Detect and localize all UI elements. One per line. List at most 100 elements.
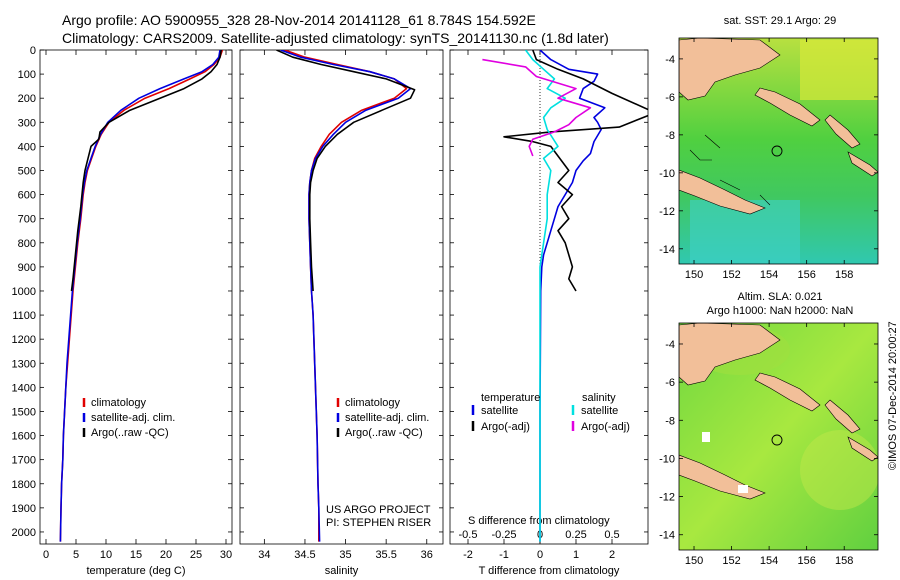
y-tick-label: 1300: [12, 358, 36, 370]
x-axis-label: temperature (deg C): [86, 565, 185, 577]
series-line: [59, 50, 224, 542]
legend-climatology-label: climatology: [345, 397, 401, 409]
y-tick-label: 1800: [12, 479, 36, 491]
x-tick-label: 2: [609, 549, 615, 561]
sst-map: [679, 38, 878, 264]
x-tick-label: 5: [73, 549, 79, 561]
series-line: [503, 50, 648, 292]
x-tick-label: 1: [573, 549, 579, 561]
lat-tick-label: -10: [659, 168, 675, 180]
lat-tick-label: -14: [659, 530, 675, 542]
legend-s-argo-label: Argo(-adj): [581, 421, 630, 433]
legend-temperature-heading: temperature: [481, 392, 540, 404]
y-tick-label: 2000: [12, 527, 36, 539]
legend-climatology-label: climatology: [91, 397, 147, 409]
x-tick-label: 0: [537, 549, 543, 561]
legend-difference: temperature salinity satellite Argo(-adj…: [471, 392, 630, 433]
lon-tick-label: 152: [722, 269, 740, 281]
y-tick-label: 700: [18, 214, 36, 226]
legend-temperature: climatology satellite-adj. clim. Argo(..…: [82, 397, 175, 439]
x-tick-label: 25: [190, 549, 202, 561]
series-group: [482, 50, 648, 542]
s-tick-label: 0.25: [565, 529, 586, 541]
lon-tick-label: 152: [722, 555, 740, 567]
lat-tick-label: -10: [659, 453, 675, 465]
series-line: [280, 50, 412, 542]
series-line: [59, 50, 221, 542]
x-tick-label: 15: [130, 549, 142, 561]
x-tick-label: 34: [258, 549, 270, 561]
legend-t-argo-label: Argo(-adj): [481, 421, 530, 433]
legend-salinity: climatology satellite-adj. clim. Argo(..…: [336, 397, 429, 439]
legend-t-satellite-label: satellite: [481, 405, 518, 417]
y-tick-label: 0: [30, 45, 36, 57]
lat-tick-label: -6: [665, 92, 675, 104]
x-tick-label: -1: [499, 549, 509, 561]
lon-tick-label: 156: [797, 269, 815, 281]
y-tick-label: 1000: [12, 286, 36, 298]
lon-tick-label: 154: [760, 555, 778, 567]
panel-frame: [239, 49, 444, 545]
panel-3: -2 -1 0 1 2-0.5 -0.25 0 0.25 0.5S difference fro…: [449, 49, 649, 577]
new-britain-land: [754, 87, 821, 127]
series-group: [276, 50, 416, 542]
series-line: [284, 50, 408, 542]
lat-tick-label: -14: [659, 244, 675, 256]
panel-frame: [449, 49, 649, 545]
series-group: [59, 50, 224, 542]
sla-map-frame: [678, 322, 879, 551]
lat-tick-label: -12: [659, 492, 675, 504]
y-tick-label: 500: [18, 165, 36, 177]
title-line-1: Argo profile: AO 5900955_328 28-Nov-2014…: [62, 12, 536, 28]
sst-map-title: sat. SST: 29.1 Argo: 29: [723, 15, 837, 27]
series-line: [276, 50, 416, 292]
x-tick-label: -2: [463, 549, 473, 561]
lon-tick-label: 158: [835, 555, 853, 567]
y-tick-label: 1400: [12, 382, 36, 394]
lat-tick-label: -12: [659, 206, 675, 218]
y-tick-label: 1600: [12, 431, 36, 443]
x-tick-label: 10: [100, 549, 112, 561]
y-tick-label: 1200: [12, 334, 36, 346]
s-tick-label: -0.25: [491, 529, 516, 541]
sla-map: [679, 323, 878, 550]
y-tick-label: 300: [18, 117, 36, 129]
lat-tick-label: -8: [665, 415, 675, 427]
x-tick-label: 0: [43, 549, 49, 561]
s-tick-label: 0.5: [604, 529, 619, 541]
x-tick-label: 36: [421, 549, 433, 561]
sst-map-frame: [678, 37, 879, 265]
y-tick-label: 900: [18, 262, 36, 274]
legend-s-satellite-label: satellite: [581, 405, 618, 417]
lat-tick-label: -8: [665, 130, 675, 142]
legend-satellite-label: satellite-adj. clim.: [345, 412, 429, 424]
y-tick-label: 100: [18, 69, 36, 81]
argo-position-marker: [771, 145, 783, 157]
x-tick-label: 30: [220, 549, 232, 561]
legend-argo-label: Argo(..raw -QC): [91, 427, 169, 439]
solomon-land: [847, 151, 878, 177]
s-axis-label: S difference from climatology: [468, 515, 610, 527]
new-guinea-land: [679, 38, 781, 101]
y-tick-label: 200: [18, 93, 36, 105]
legend-satellite-label: satellite-adj. clim.: [91, 412, 175, 424]
y-tick-label: 1500: [12, 406, 36, 418]
lon-tick-label: 154: [760, 269, 778, 281]
title-line-2: Climatology: CARS2009. Satellite-adjuste…: [62, 30, 609, 46]
panel-2: 34 34.5 35 35.5 36 salinity: [239, 49, 444, 577]
s-tick-label: -0.5: [459, 529, 478, 541]
panel-frame: [39, 49, 233, 545]
series-line: [70, 50, 222, 292]
panel-1: 0 5 10 15 20 25 300100200300400500600700800900…: [12, 45, 233, 577]
lat-tick-label: -4: [665, 54, 675, 66]
y-tick-label: 1100: [12, 310, 36, 322]
y-tick-label: 800: [18, 238, 36, 250]
lon-tick-label: 150: [685, 555, 703, 567]
lon-tick-label: 150: [685, 269, 703, 281]
y-tick-label: 1900: [12, 503, 36, 515]
lon-tick-label: 156: [797, 555, 815, 567]
lat-tick-label: -4: [665, 339, 675, 351]
y-tick-label: 400: [18, 141, 36, 153]
y-tick-label: 1700: [12, 455, 36, 467]
